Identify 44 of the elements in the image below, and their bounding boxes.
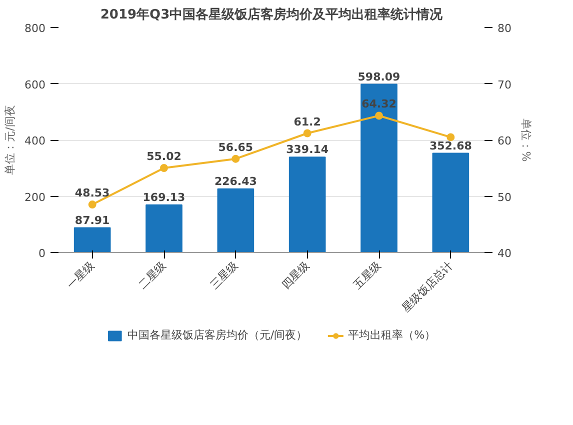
data-label: 226.43 — [214, 174, 257, 188]
y-tick-label: 800 — [24, 22, 46, 35]
point — [375, 112, 383, 120]
point — [232, 154, 240, 163]
y-tick-label: 0 — [38, 247, 46, 260]
point — [303, 129, 312, 138]
bar — [288, 156, 326, 252]
bar — [74, 227, 111, 252]
chart-title: 2019年Q3中国各星级饭店客房均价及平均出租率统计情况 — [100, 6, 444, 22]
data-label: 598.09 — [358, 70, 400, 84]
data-label: 61.2 — [294, 115, 321, 128]
x-tick-label: 星级饭店总计 — [399, 258, 456, 315]
data-label: 339.14 — [286, 143, 329, 156]
y2-tick-label: 60 — [498, 134, 512, 148]
legend-label: 平均出租率（%） — [348, 328, 436, 342]
x-tick-label: 二星级 — [136, 258, 169, 292]
data-label: 48.53 — [74, 186, 110, 200]
x-tick-label: 一星级 — [64, 258, 97, 292]
data-label: 169.13 — [142, 190, 186, 204]
y2-tick-label: 40 — [498, 247, 512, 260]
y2-tick-label: 80 — [498, 22, 512, 35]
point — [88, 200, 96, 209]
y2-tick-label: 70 — [498, 78, 512, 92]
point — [446, 133, 455, 142]
x-tick-label: 四星级 — [279, 258, 312, 292]
y2-tick-label: 50 — [498, 190, 512, 204]
y-tick-label: 600 — [24, 78, 46, 92]
legend-label: 中国各星级饭店客房均价（元/间夜） — [127, 328, 308, 342]
bar — [217, 188, 254, 252]
bar — [432, 152, 470, 252]
data-label: 56.65 — [218, 140, 254, 154]
bar — [360, 84, 398, 252]
bar — [146, 204, 182, 252]
y2-axis-title: 单位：% — [519, 118, 532, 162]
y-tick-label: 200 — [24, 190, 46, 204]
point — [160, 164, 168, 172]
data-label: 64.32 — [362, 98, 396, 111]
y-axis-title: 单位：元/间夜 — [4, 105, 17, 175]
data-label: 352.68 — [429, 139, 472, 152]
y-tick-label: 400 — [24, 134, 46, 148]
data-label: 87.91 — [74, 214, 110, 227]
x-tick-label: 五星级 — [351, 258, 384, 292]
data-label: 55.02 — [146, 150, 182, 164]
x-tick-label: 三星级 — [208, 258, 240, 292]
